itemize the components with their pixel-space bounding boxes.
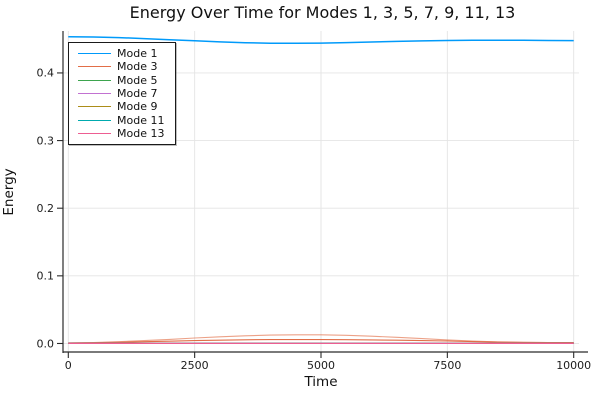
legend-item: Mode 3 (78, 60, 169, 73)
legend-swatch-line (78, 119, 111, 121)
legend-swatch-line (78, 93, 111, 95)
legend-item: Mode 7 (78, 87, 169, 100)
legend-swatch-line (78, 106, 111, 108)
legend-item: Mode 9 (78, 100, 169, 113)
y-tick-label: 0.4 (37, 67, 55, 80)
legend-label: Mode 11 (117, 113, 165, 127)
legend-item: Mode 11 (78, 113, 169, 127)
x-axis-label: Time (304, 374, 338, 390)
legend-item: Mode 1 (78, 47, 169, 60)
legend-swatch-line (78, 79, 111, 81)
legend-label: Mode 7 (117, 87, 158, 101)
legend-label: Mode 3 (117, 60, 158, 74)
y-tick-label: 0.3 (37, 134, 55, 147)
legend-label: Mode 5 (117, 73, 158, 87)
x-tick-label: 5000 (307, 359, 335, 372)
x-tick-label: 10000 (556, 359, 591, 372)
y-tick-label: 0.1 (37, 270, 55, 283)
y-axis-label: Energy (1, 168, 17, 216)
legend-item: Mode 13 (78, 127, 169, 140)
legend-label: Mode 13 (117, 126, 165, 140)
legend-swatch-line (78, 132, 111, 134)
legend-swatch-line (78, 66, 111, 68)
legend: Mode 1 Mode 3 Mode 5 Mode 7 Mode 9 Mode 11 Mod… (68, 42, 176, 146)
x-tick-label: 2500 (181, 359, 209, 372)
legend-swatch-line (78, 53, 111, 55)
series-line (68, 35, 574, 45)
legend-item: Mode 5 (78, 74, 169, 87)
x-tick-label: 7500 (433, 359, 461, 372)
legend-label: Mode 9 (117, 100, 158, 114)
chart-title: Energy Over Time for Modes 1, 3, 5, 7, 9… (129, 3, 516, 22)
y-tick-label: 0.2 (37, 202, 55, 215)
y-tick-label: 0.0 (37, 337, 55, 350)
x-tick-label: 0 (65, 359, 72, 372)
series-line (68, 334, 574, 344)
legend-label: Mode 1 (117, 47, 158, 61)
